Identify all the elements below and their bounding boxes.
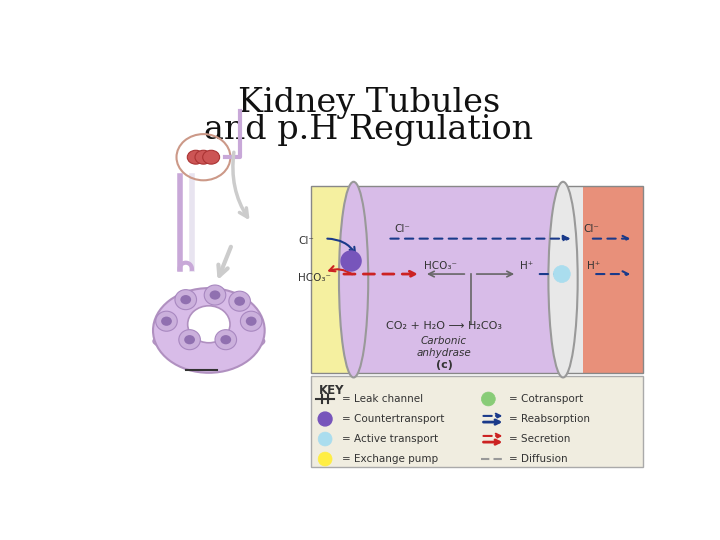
- Ellipse shape: [204, 285, 226, 305]
- Ellipse shape: [246, 316, 256, 326]
- Text: = Secretion: = Secretion: [509, 434, 570, 444]
- Text: = Cotransport: = Cotransport: [509, 394, 583, 404]
- Circle shape: [482, 392, 495, 406]
- Text: Carbonic
anhydrase: Carbonic anhydrase: [417, 336, 472, 357]
- Bar: [354, 186, 563, 373]
- Text: Cl⁻: Cl⁻: [583, 224, 599, 234]
- Ellipse shape: [215, 330, 237, 350]
- Text: CO₂ + H₂O ⟶ H₂CO₃: CO₂ + H₂O ⟶ H₂CO₃: [386, 321, 502, 331]
- Text: HCO₃⁻: HCO₃⁻: [424, 261, 457, 271]
- Ellipse shape: [195, 150, 212, 164]
- Bar: [563, 186, 583, 373]
- Text: Cl⁻: Cl⁻: [298, 237, 314, 246]
- Ellipse shape: [180, 295, 191, 304]
- Circle shape: [318, 432, 332, 446]
- Circle shape: [554, 266, 570, 282]
- Ellipse shape: [188, 306, 230, 343]
- Text: = Reabsorption: = Reabsorption: [509, 414, 590, 424]
- Ellipse shape: [220, 335, 231, 345]
- Bar: [583, 186, 643, 373]
- Ellipse shape: [161, 316, 172, 326]
- Text: = Active transport: = Active transport: [342, 434, 438, 444]
- Bar: [311, 186, 354, 373]
- Ellipse shape: [203, 150, 220, 164]
- Text: H⁺: H⁺: [587, 261, 600, 271]
- Ellipse shape: [153, 330, 265, 353]
- Ellipse shape: [175, 289, 197, 309]
- Text: H⁺: H⁺: [521, 261, 534, 271]
- Text: = Leak channel: = Leak channel: [342, 394, 423, 404]
- Ellipse shape: [229, 291, 251, 311]
- Text: = Countertransport: = Countertransport: [342, 414, 444, 424]
- Circle shape: [341, 251, 361, 271]
- Text: HCO₃⁻: HCO₃⁻: [298, 273, 331, 284]
- Circle shape: [318, 452, 332, 466]
- Ellipse shape: [210, 291, 220, 300]
- Ellipse shape: [234, 296, 245, 306]
- Ellipse shape: [549, 182, 577, 377]
- Text: = Exchange pump: = Exchange pump: [342, 454, 438, 464]
- Text: = Diffusion: = Diffusion: [509, 454, 568, 464]
- Ellipse shape: [187, 150, 204, 164]
- Text: Kidney Tubules: Kidney Tubules: [238, 87, 500, 119]
- Text: KEY: KEY: [319, 383, 344, 396]
- Text: (c): (c): [436, 360, 452, 370]
- Ellipse shape: [153, 288, 265, 373]
- Ellipse shape: [184, 335, 195, 345]
- Bar: [311, 376, 643, 467]
- Circle shape: [318, 412, 332, 426]
- Ellipse shape: [156, 311, 177, 331]
- Text: Cl⁻: Cl⁻: [395, 224, 410, 234]
- Bar: [311, 186, 643, 373]
- Ellipse shape: [179, 330, 200, 350]
- Ellipse shape: [240, 311, 262, 331]
- Text: and p.H Regulation: and p.H Regulation: [204, 114, 534, 146]
- Ellipse shape: [339, 182, 368, 377]
